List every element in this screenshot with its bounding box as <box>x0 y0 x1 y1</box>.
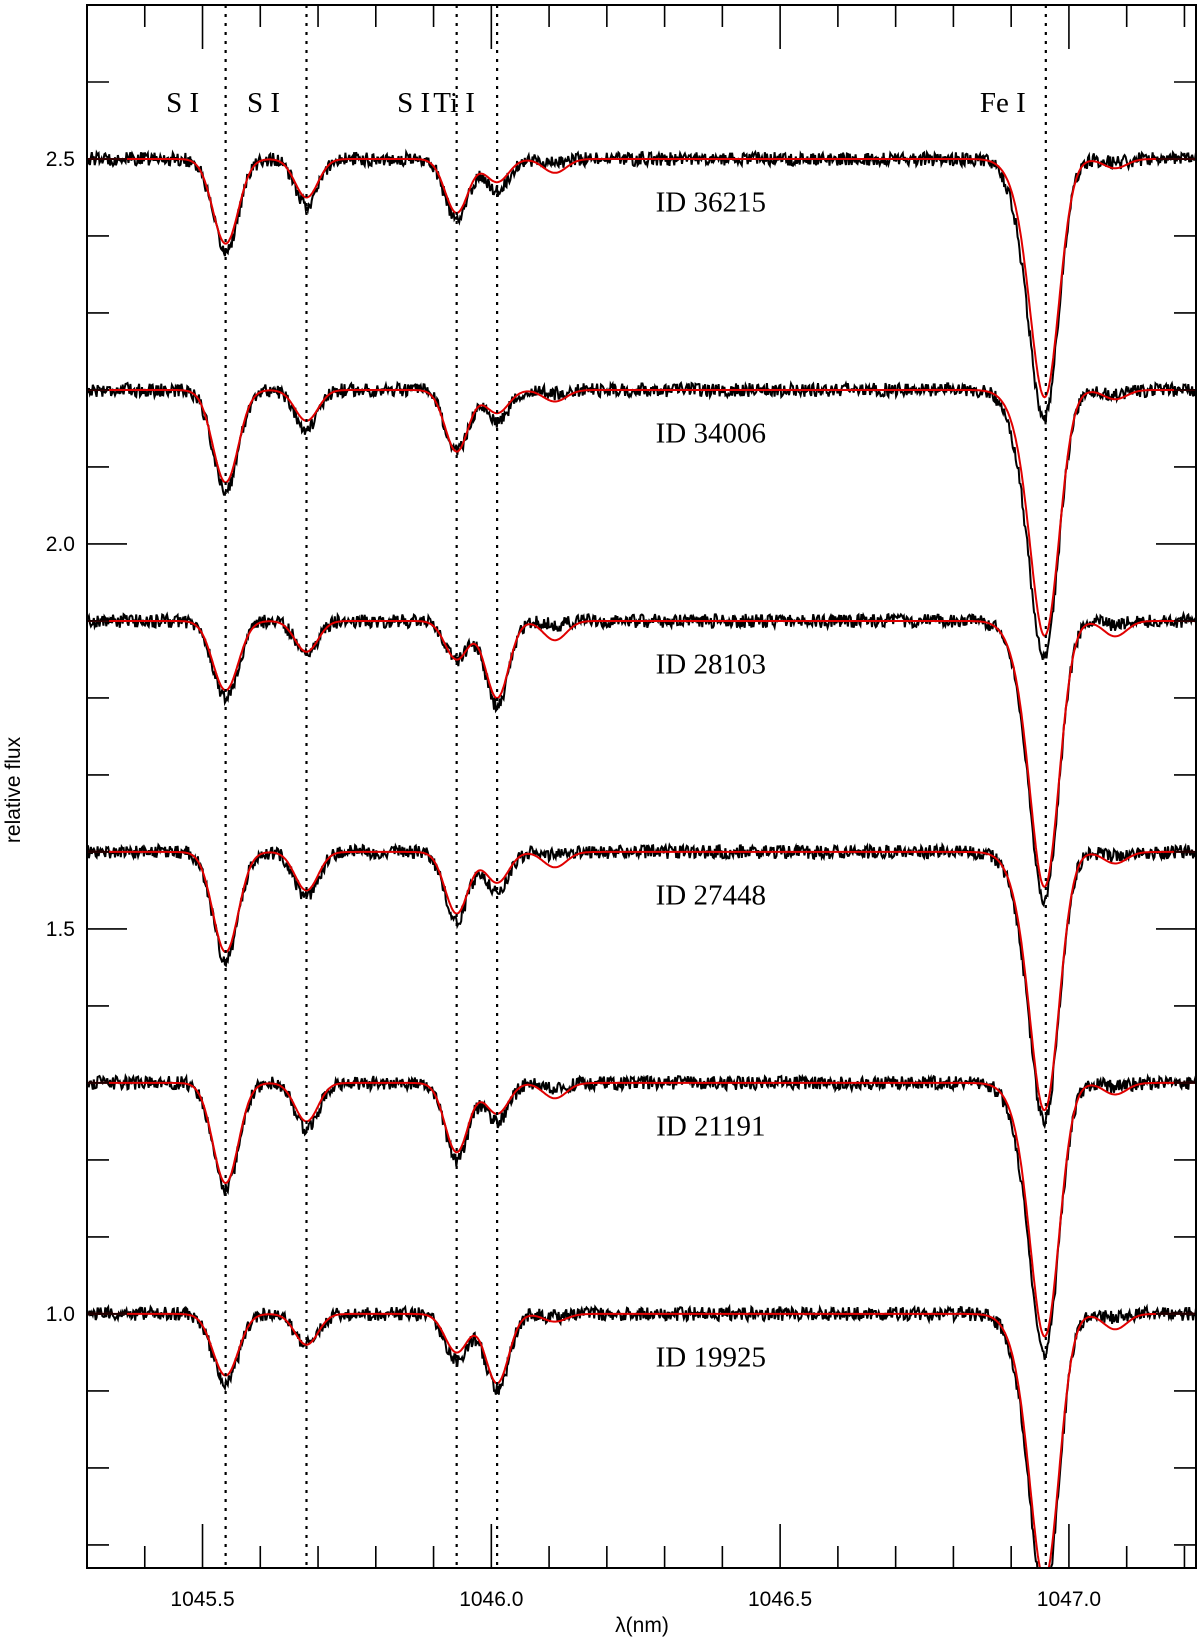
x-tick-label: 1045.5 <box>170 1588 234 1611</box>
axes: 1045.5 1046.0 1046.5 1047.0 1.0 1.5 2.0 2.5 <box>46 4 1197 1611</box>
synthetic-spectrum-line <box>87 1081 1196 1338</box>
series-label: ID 21191 <box>656 1110 765 1142</box>
line-marker-label: Fe I <box>980 87 1026 119</box>
synthetic-spectrum-line <box>87 389 1196 637</box>
y-tick-label: 2.5 <box>46 148 75 171</box>
synthetic-spectrum-line <box>87 158 1196 399</box>
x-axis-label: λ(nm) <box>615 1614 669 1637</box>
y-axis-label: relative flux <box>2 736 25 843</box>
x-tick-label: 1046.0 <box>459 1588 523 1611</box>
observed-spectrum-line <box>87 1303 1196 1568</box>
synthetic-spectrum-line <box>87 850 1196 1112</box>
observed-spectrum-line <box>87 148 1196 425</box>
series-label: ID 19925 <box>656 1341 766 1373</box>
synthetic-spectrum-line <box>87 1312 1196 1568</box>
x-tick-label: 1047.0 <box>1037 1588 1101 1611</box>
y-tick-label: 2.0 <box>46 533 75 556</box>
x-tick-label: 1046.5 <box>748 1588 812 1611</box>
line-marker-label: S I <box>247 87 280 119</box>
series-label: ID 27448 <box>656 879 766 911</box>
line-marker-label: S I <box>166 87 199 119</box>
series-label: ID 36215 <box>656 186 766 218</box>
series-label: ID 34006 <box>656 417 766 449</box>
observed-spectrum-line <box>87 1072 1196 1361</box>
y-tick-label: 1.5 <box>46 918 75 941</box>
curves <box>87 148 1196 1568</box>
plot-content: ID 36215 ID 34006 ID 28103 ID 27448 ID 21191… <box>87 148 1196 1568</box>
line-marker-label: Ti I <box>433 87 475 119</box>
synthetic-spectrum-line <box>87 620 1196 889</box>
plot-frame <box>86 4 1197 1569</box>
series-label: ID 28103 <box>656 648 766 680</box>
line-marker-label: S I <box>397 87 430 119</box>
y-tick-label: 1.0 <box>46 1303 75 1326</box>
